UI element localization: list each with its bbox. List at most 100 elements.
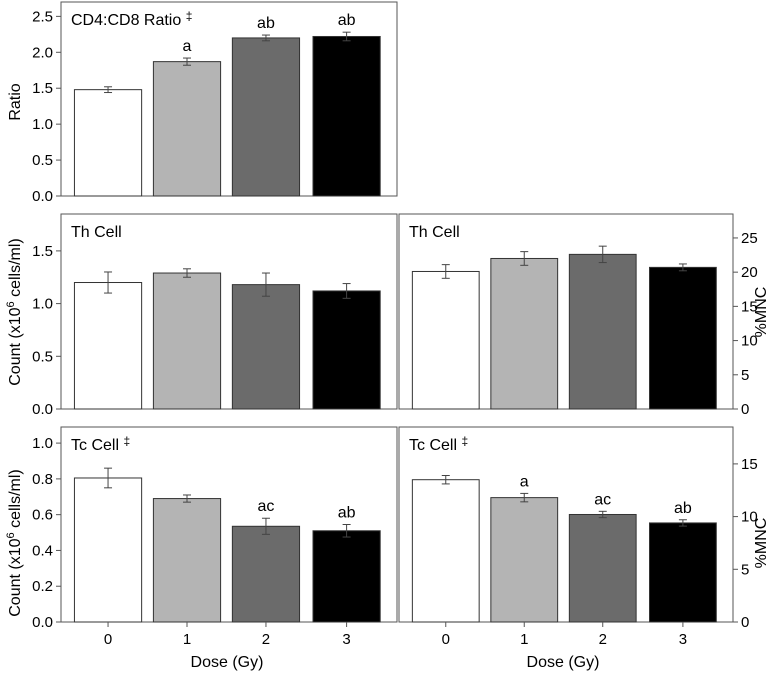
significance-label: ab	[338, 505, 356, 522]
y-axis-label-mnc-tc: %MNC	[753, 518, 770, 569]
y-tick-label: 0.4	[32, 542, 53, 559]
panel-ratio: CD4:CD8 Ratio ‡ 0.0 0.5 1.0 1.5 2.0 2.5 a ab ab	[32, 1, 398, 205]
y-tick-label: 10	[741, 509, 758, 526]
bar-dose-1	[152, 498, 222, 623]
y-tick-label: 0.2	[32, 578, 53, 595]
y-tick-label: 5	[741, 367, 749, 384]
x-tick-label: 2	[262, 631, 270, 648]
panel-frame	[60, 213, 398, 410]
y-tick-label: 0.0	[32, 401, 53, 418]
panel-frame	[60, 1, 398, 197]
y-tick-label: 0.5	[32, 348, 53, 365]
y-tick-label: 0	[741, 614, 749, 631]
significance-label: ab	[674, 500, 692, 517]
bar-dose-2	[568, 513, 637, 623]
panels: CD4:CD8 Ratio ‡ 0.0 0.5 1.0 1.5 2.0 2.5 a ab ab Th…	[32, 1, 758, 648]
bar-dose-0	[411, 479, 480, 623]
title-significance-mark: ‡	[186, 9, 193, 23]
significance-label: ab	[257, 15, 275, 32]
panel-th-mnc: Th Cell 0 5 10 15 20 25	[398, 213, 758, 418]
y-tick-label: 2.5	[32, 8, 53, 25]
bar-dose-2	[231, 284, 301, 410]
error-bar	[183, 268, 191, 278]
y-tick-label: 0	[741, 401, 749, 418]
x-tick-label: 2	[599, 631, 607, 648]
panel-frame	[398, 426, 734, 623]
y-tick-label: 15	[741, 456, 758, 473]
y-tick-label: 5	[741, 561, 749, 578]
y-tick-label: 25	[741, 230, 758, 247]
y-axis-label-count-tc: Count (x106 cells/ml)	[5, 469, 24, 617]
bar-dose-0	[411, 270, 480, 410]
significance-label: a	[183, 38, 192, 55]
bar-dose-2	[568, 253, 637, 410]
x-tick-label: 0	[104, 631, 112, 648]
error-bar	[678, 263, 687, 272]
y-tick-label: 1.5	[32, 243, 53, 260]
error-bar	[598, 245, 607, 264]
x-tick-label: 3	[679, 631, 687, 648]
error-bar	[441, 264, 450, 279]
panel-tc-mnc: Tc Cell ‡ 0 5 10 15 0 a 1 ac 2 ab 3	[398, 426, 758, 648]
bar-dose-1	[490, 497, 559, 623]
significance-label: ab	[338, 12, 356, 29]
error-bar	[261, 272, 270, 297]
y-tick-label: 15	[741, 298, 758, 315]
error-bar	[104, 86, 113, 94]
bar-dose-0	[73, 477, 143, 623]
error-bar	[183, 57, 191, 66]
panel-title: Tc Cell ‡	[71, 434, 130, 454]
y-tick-label: 0.5	[32, 152, 53, 169]
x-tick-label: 1	[520, 631, 528, 648]
y-tick-label: 1.5	[32, 80, 53, 97]
error-bar	[520, 251, 529, 266]
panel-th-count: Th Cell 0.0 0.5 1.0 1.5	[32, 213, 398, 418]
panel-title: Th Cell	[409, 224, 460, 241]
bar-dose-3	[649, 266, 717, 410]
panel-title: CD4:CD8 Ratio ‡	[71, 9, 192, 29]
panel-frame	[398, 213, 734, 410]
panel-title: Tc Cell ‡	[409, 434, 468, 454]
y-tick-label: 1.0	[32, 116, 53, 133]
bar-dose-1	[152, 61, 222, 197]
y-tick-label: 0.0	[32, 188, 53, 205]
title-significance-mark: ‡	[123, 434, 130, 448]
x-tick-label: 1	[183, 631, 191, 648]
y-tick-label: 10	[741, 333, 758, 350]
y-tick-label: 0.0	[32, 614, 53, 631]
x-axis-label-left: Dose (Gy)	[191, 654, 264, 671]
error-bar	[104, 271, 113, 294]
y-tick-label: 0.8	[32, 471, 53, 488]
error-bar	[342, 31, 351, 42]
error-bar	[261, 34, 270, 42]
y-tick-label: 20	[741, 264, 758, 281]
panel-title: Th Cell	[71, 224, 122, 241]
y-axis-label-mnc-th: %MNC	[753, 287, 770, 338]
y-tick-label: 1.0	[32, 435, 53, 452]
title-significance-mark: ‡	[461, 434, 468, 448]
error-bar	[104, 467, 113, 489]
bar-dose-0	[73, 282, 143, 410]
bar-dose-0	[73, 89, 143, 197]
bar-dose-2	[231, 525, 301, 623]
bar-dose-3	[312, 530, 381, 623]
y-axis-label-count-th: Count (x106 cells/ml)	[5, 238, 24, 386]
error-bar	[183, 494, 191, 503]
bar-dose-1	[152, 272, 222, 410]
significance-label: ac	[594, 491, 611, 508]
error-bar	[520, 492, 529, 503]
panel-tc-count: Tc Cell ‡ 0.0 0.2 0.4 0.6 0.8 1.0 0 1 ac 2 ab 3	[32, 426, 398, 648]
error-bar	[441, 474, 450, 485]
significance-label: a	[520, 473, 529, 490]
error-bar	[342, 524, 351, 538]
bar-dose-3	[312, 35, 381, 197]
error-bar	[598, 510, 607, 519]
bar-dose-3	[649, 522, 717, 623]
y-tick-label: 1.0	[32, 296, 53, 313]
error-bar	[261, 517, 270, 535]
bar-dose-3	[312, 290, 381, 410]
panel-frame	[60, 426, 398, 623]
x-axis-label-right: Dose (Gy)	[527, 654, 600, 671]
error-bar	[342, 283, 351, 299]
